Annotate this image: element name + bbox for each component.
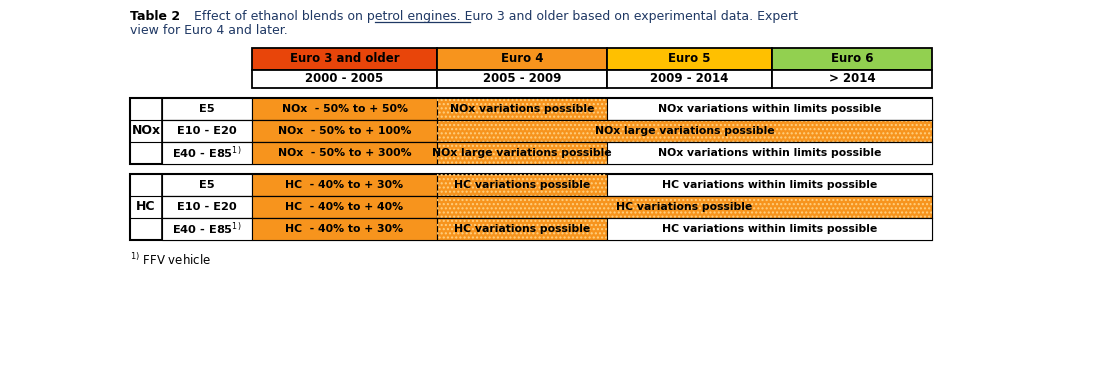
Bar bbox=[252, 196, 437, 218]
Text: Euro 5: Euro 5 bbox=[668, 53, 710, 66]
Text: E40 - E85$^{1)}$: E40 - E85$^{1)}$ bbox=[172, 145, 241, 161]
Text: HC  - 40% to + 30%: HC - 40% to + 30% bbox=[286, 180, 403, 190]
Text: E5: E5 bbox=[199, 180, 214, 190]
Text: 2009 - 2014: 2009 - 2014 bbox=[650, 72, 728, 85]
Bar bbox=[437, 218, 607, 240]
Text: E10 - E20: E10 - E20 bbox=[178, 202, 237, 212]
Text: HC: HC bbox=[136, 201, 155, 213]
Text: E5: E5 bbox=[199, 104, 214, 114]
Bar bbox=[252, 218, 437, 240]
Bar bbox=[607, 174, 932, 196]
Bar bbox=[437, 196, 932, 218]
Text: view for Euro 4 and later.: view for Euro 4 and later. bbox=[130, 24, 288, 37]
Text: NOx variations within limits possible: NOx variations within limits possible bbox=[658, 104, 881, 114]
Bar bbox=[437, 120, 932, 142]
Text: HC variations within limits possible: HC variations within limits possible bbox=[662, 180, 877, 190]
Bar bbox=[130, 98, 932, 164]
Bar bbox=[437, 142, 607, 164]
Bar bbox=[252, 98, 437, 120]
Bar bbox=[437, 48, 607, 70]
Bar bbox=[252, 120, 437, 142]
Bar bbox=[437, 98, 607, 120]
Bar bbox=[437, 218, 607, 240]
Bar bbox=[252, 142, 437, 164]
Bar bbox=[162, 174, 252, 196]
Bar bbox=[252, 70, 437, 88]
Text: Table 2: Table 2 bbox=[130, 10, 180, 23]
Bar bbox=[162, 120, 252, 142]
Text: Euro 4: Euro 4 bbox=[500, 53, 543, 66]
Text: HC  - 40% to + 40%: HC - 40% to + 40% bbox=[286, 202, 403, 212]
Bar bbox=[437, 174, 607, 196]
Text: HC variations possible: HC variations possible bbox=[454, 180, 590, 190]
Text: NOx  - 50% to + 50%: NOx - 50% to + 50% bbox=[281, 104, 408, 114]
Bar bbox=[162, 196, 252, 218]
Text: > 2014: > 2014 bbox=[829, 72, 876, 85]
Bar bbox=[607, 218, 932, 240]
Text: 2005 - 2009: 2005 - 2009 bbox=[483, 72, 561, 85]
Bar bbox=[162, 98, 252, 120]
Text: NOx  - 50% to + 100%: NOx - 50% to + 100% bbox=[278, 126, 411, 136]
Bar bbox=[252, 48, 437, 70]
Text: E40 - E85$^{1)}$: E40 - E85$^{1)}$ bbox=[172, 221, 241, 237]
Text: HC variations possible: HC variations possible bbox=[617, 202, 753, 212]
Bar bbox=[607, 48, 772, 70]
Bar bbox=[162, 142, 252, 164]
Text: NOx variations within limits possible: NOx variations within limits possible bbox=[658, 148, 881, 158]
Text: HC  - 40% to + 30%: HC - 40% to + 30% bbox=[286, 224, 403, 234]
Bar bbox=[437, 70, 607, 88]
Bar bbox=[130, 174, 932, 240]
Text: NOx large variations possible: NOx large variations possible bbox=[432, 148, 612, 158]
Text: 2000 - 2005: 2000 - 2005 bbox=[305, 72, 383, 85]
Text: Euro 3 and older: Euro 3 and older bbox=[289, 53, 399, 66]
Bar bbox=[437, 196, 932, 218]
Bar bbox=[437, 174, 607, 196]
Bar bbox=[437, 120, 932, 142]
Bar bbox=[162, 218, 252, 240]
Text: Effect of ethanol blends on petrol engines. Euro 3 and older based on experiment: Effect of ethanol blends on petrol engin… bbox=[182, 10, 798, 23]
Text: NOx  - 50% to + 300%: NOx - 50% to + 300% bbox=[278, 148, 411, 158]
Bar bbox=[437, 142, 607, 164]
Bar bbox=[252, 174, 437, 196]
Text: HC variations within limits possible: HC variations within limits possible bbox=[662, 224, 877, 234]
Text: NOx large variations possible: NOx large variations possible bbox=[594, 126, 774, 136]
Text: NOx variations possible: NOx variations possible bbox=[450, 104, 594, 114]
Text: HC variations possible: HC variations possible bbox=[454, 224, 590, 234]
Text: Euro 6: Euro 6 bbox=[831, 53, 873, 66]
Bar bbox=[772, 70, 932, 88]
Bar bbox=[607, 142, 932, 164]
Bar bbox=[772, 48, 932, 70]
Bar bbox=[607, 70, 772, 88]
Bar bbox=[437, 98, 607, 120]
Text: $^{1)}$ FFV vehicle: $^{1)}$ FFV vehicle bbox=[130, 252, 211, 268]
Text: NOx: NOx bbox=[132, 124, 161, 138]
Bar bbox=[607, 98, 932, 120]
Text: E10 - E20: E10 - E20 bbox=[178, 126, 237, 136]
